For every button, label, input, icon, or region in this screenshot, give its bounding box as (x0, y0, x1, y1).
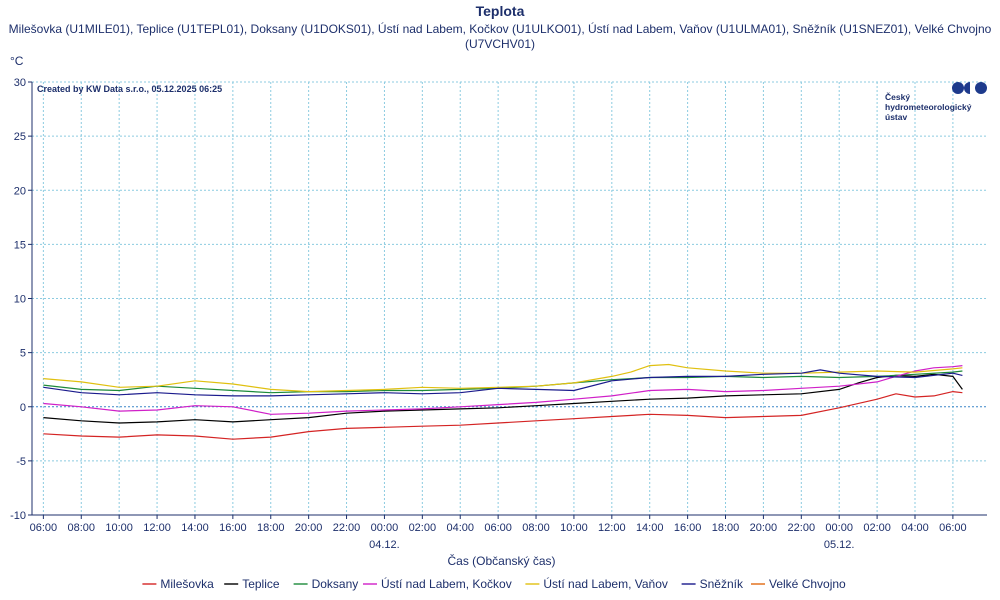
y-tick-label: 5 (20, 348, 26, 360)
y-tick-label: 10 (14, 294, 26, 306)
x-date-label: 05.12. (824, 539, 855, 551)
x-tick-label: 16:00 (219, 522, 247, 534)
logo-half-dot-icon (964, 82, 970, 94)
x-tick-label: 12:00 (143, 522, 171, 534)
y-tick-label: 25 (14, 131, 26, 143)
chart-subtitle-line-2: (U7VCHV01) (464, 37, 536, 51)
credit-text: Created by KW Data s.r.o., 05.12.2025 06… (37, 84, 222, 94)
y-tick-label: -5 (16, 456, 26, 468)
logo-dot-icon (975, 82, 987, 94)
y-tick-label: 15 (14, 239, 26, 251)
legend-label: Milešovka (160, 577, 214, 591)
x-tick-label: 10:00 (560, 522, 588, 534)
x-tick-label: 22:00 (333, 522, 361, 534)
logo-dot-icon (952, 82, 964, 94)
legend-label: Doksany (312, 577, 359, 591)
legend-label: Ústí nad Labem, Vaňov (543, 576, 668, 591)
x-tick-label: 18:00 (712, 522, 740, 534)
legend-label: Ústí nad Labem, Kočkov (381, 576, 512, 591)
legend-label: Velké Chvojno (769, 577, 846, 591)
x-tick-label: 08:00 (68, 522, 96, 534)
x-tick-label: 12:00 (598, 522, 626, 534)
y-tick-label: 20 (14, 185, 26, 197)
x-tick-label: 16:00 (674, 522, 702, 534)
y-tick-label: 0 (20, 402, 26, 414)
logo-text-line: Český (885, 91, 910, 102)
x-tick-label: 02:00 (409, 522, 437, 534)
x-tick-label: 08:00 (522, 522, 550, 534)
x-date-label: 04.12. (369, 539, 400, 551)
series-line (43, 370, 963, 394)
series-line (43, 391, 963, 440)
chart-title: Teplota (475, 3, 525, 19)
chart-subtitle-line-1: Milešovka (U1MILE01), Teplice (U1TEPL01)… (8, 22, 992, 36)
y-tick-label: 30 (14, 77, 26, 89)
x-tick-label: 14:00 (636, 522, 664, 534)
x-tick-label: 00:00 (371, 522, 399, 534)
series-line (43, 369, 963, 397)
series-line (43, 373, 963, 424)
x-tick-label: 06:00 (939, 522, 967, 534)
x-tick-label: 04:00 (901, 522, 929, 534)
series-line (43, 365, 963, 415)
logo-text-line: hydrometeorologický (885, 102, 972, 112)
legend-label: Sněžník (700, 577, 744, 591)
x-tick-label: 02:00 (863, 522, 891, 534)
legend-label: Teplice (242, 577, 280, 591)
x-axis-title: Čas (Občanský čas) (447, 553, 555, 568)
x-tick-label: 20:00 (295, 522, 323, 534)
y-axis-unit-label: °C (10, 54, 24, 68)
series-line (43, 363, 963, 393)
x-tick-label: 10:00 (105, 522, 133, 534)
x-tick-label: 18:00 (257, 522, 285, 534)
x-tick-label: 14:00 (181, 522, 209, 534)
x-tick-label: 00:00 (825, 522, 853, 534)
x-tick-label: 04:00 (446, 522, 474, 534)
x-tick-label: 22:00 (788, 522, 816, 534)
x-tick-label: 06:00 (484, 522, 512, 534)
x-tick-label: 06:00 (30, 522, 58, 534)
chart-subtitle: Milešovka (U1MILE01), Teplice (U1TEPL01)… (0, 22, 1000, 52)
y-tick-label: -10 (10, 510, 26, 522)
x-tick-label: 20:00 (750, 522, 778, 534)
logo-text-line: ústav (885, 112, 907, 122)
